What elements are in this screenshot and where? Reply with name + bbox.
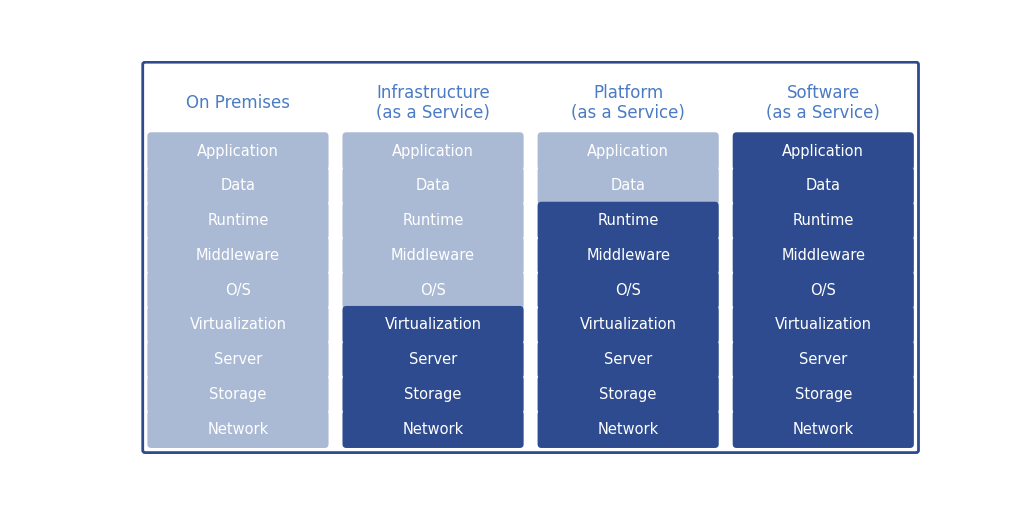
Text: Data: Data xyxy=(806,178,841,194)
Text: Storage: Storage xyxy=(795,387,852,402)
Text: Server: Server xyxy=(214,352,262,367)
Text: Network: Network xyxy=(207,421,268,437)
Text: Platform: Platform xyxy=(593,84,664,102)
FancyBboxPatch shape xyxy=(733,375,913,413)
Text: Middleware: Middleware xyxy=(196,248,280,263)
FancyBboxPatch shape xyxy=(733,410,913,448)
FancyBboxPatch shape xyxy=(342,271,523,309)
Text: Server: Server xyxy=(604,352,652,367)
Text: (as a Service): (as a Service) xyxy=(766,104,881,122)
FancyBboxPatch shape xyxy=(733,237,913,274)
FancyBboxPatch shape xyxy=(538,306,719,344)
Text: Server: Server xyxy=(799,352,848,367)
Text: Application: Application xyxy=(392,144,474,159)
FancyBboxPatch shape xyxy=(733,306,913,344)
FancyBboxPatch shape xyxy=(147,375,329,413)
Text: Storage: Storage xyxy=(599,387,656,402)
Text: (as a Service): (as a Service) xyxy=(571,104,685,122)
Text: O/S: O/S xyxy=(615,283,641,297)
Text: Virtualization: Virtualization xyxy=(385,317,481,332)
Text: On Premises: On Premises xyxy=(186,94,290,113)
FancyBboxPatch shape xyxy=(342,410,523,448)
Text: Network: Network xyxy=(402,421,464,437)
FancyBboxPatch shape xyxy=(142,62,919,453)
Text: Application: Application xyxy=(197,144,279,159)
Text: Runtime: Runtime xyxy=(793,213,854,228)
Text: Data: Data xyxy=(416,178,451,194)
FancyBboxPatch shape xyxy=(342,237,523,274)
Text: Storage: Storage xyxy=(404,387,462,402)
FancyBboxPatch shape xyxy=(147,306,329,344)
FancyBboxPatch shape xyxy=(342,306,523,344)
Text: Software: Software xyxy=(786,84,860,102)
Text: Virtualization: Virtualization xyxy=(580,317,677,332)
Text: Application: Application xyxy=(587,144,669,159)
Text: Network: Network xyxy=(793,421,854,437)
FancyBboxPatch shape xyxy=(147,237,329,274)
FancyBboxPatch shape xyxy=(147,132,329,170)
Text: Middleware: Middleware xyxy=(781,248,865,263)
Text: Infrastructure: Infrastructure xyxy=(376,84,489,102)
FancyBboxPatch shape xyxy=(733,202,913,240)
FancyBboxPatch shape xyxy=(147,167,329,205)
Text: Middleware: Middleware xyxy=(586,248,670,263)
FancyBboxPatch shape xyxy=(733,132,913,170)
FancyBboxPatch shape xyxy=(342,132,523,170)
FancyBboxPatch shape xyxy=(538,410,719,448)
FancyBboxPatch shape xyxy=(147,340,329,378)
FancyBboxPatch shape xyxy=(147,410,329,448)
FancyBboxPatch shape xyxy=(733,167,913,205)
FancyBboxPatch shape xyxy=(538,167,719,205)
FancyBboxPatch shape xyxy=(342,375,523,413)
Text: Data: Data xyxy=(610,178,646,194)
Text: O/S: O/S xyxy=(420,283,446,297)
FancyBboxPatch shape xyxy=(538,271,719,309)
Text: Runtime: Runtime xyxy=(207,213,268,228)
FancyBboxPatch shape xyxy=(538,202,719,240)
Text: Virtualization: Virtualization xyxy=(189,317,287,332)
Text: Runtime: Runtime xyxy=(402,213,464,228)
Text: O/S: O/S xyxy=(810,283,837,297)
Text: (as a Service): (as a Service) xyxy=(376,104,490,122)
Text: Network: Network xyxy=(598,421,658,437)
FancyBboxPatch shape xyxy=(342,167,523,205)
FancyBboxPatch shape xyxy=(342,202,523,240)
Text: Application: Application xyxy=(782,144,864,159)
Text: Middleware: Middleware xyxy=(391,248,475,263)
FancyBboxPatch shape xyxy=(538,375,719,413)
Text: Runtime: Runtime xyxy=(597,213,658,228)
Text: Virtualization: Virtualization xyxy=(775,317,871,332)
FancyBboxPatch shape xyxy=(538,237,719,274)
Text: O/S: O/S xyxy=(225,283,251,297)
FancyBboxPatch shape xyxy=(147,271,329,309)
Text: Server: Server xyxy=(409,352,457,367)
Text: Storage: Storage xyxy=(209,387,266,402)
FancyBboxPatch shape xyxy=(538,340,719,378)
FancyBboxPatch shape xyxy=(147,202,329,240)
FancyBboxPatch shape xyxy=(538,132,719,170)
Text: Data: Data xyxy=(220,178,255,194)
FancyBboxPatch shape xyxy=(342,340,523,378)
FancyBboxPatch shape xyxy=(733,340,913,378)
FancyBboxPatch shape xyxy=(733,271,913,309)
